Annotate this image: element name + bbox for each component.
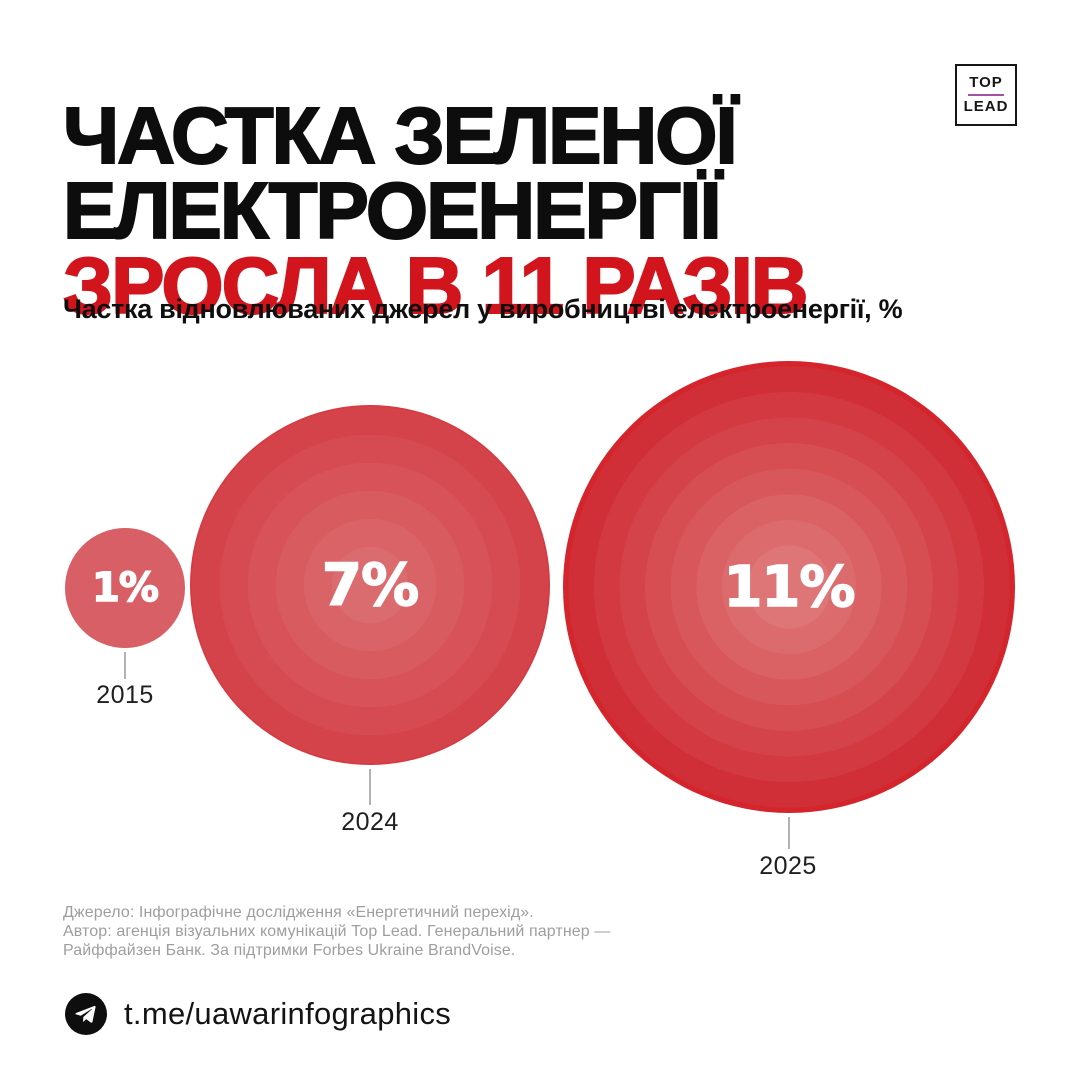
top-lead-logo: TOP LEAD	[955, 64, 1017, 126]
year-label-2024: 2024	[341, 808, 399, 836]
logo-word-lead: LEAD	[963, 98, 1009, 115]
chart-subtitle: Частка відновлюваних джерел у виробництв…	[63, 294, 903, 324]
logo-word-top: TOP	[969, 74, 1003, 91]
title-line-2: ЕЛЕКТРОЕНЕРГІЇ	[62, 165, 723, 255]
bubble-2025: 11%	[563, 361, 1015, 813]
bubble-2024: 7%	[190, 405, 550, 765]
bubble-2015: 1%	[65, 528, 185, 648]
telegram-handle-text: t.me/uawarinfographics	[124, 996, 452, 1031]
year-label-2025: 2025	[759, 852, 817, 880]
title-line-3-highlight: ЗРОСЛА В 11 РАЗІВ	[62, 240, 810, 330]
bubble-2025-value-label: 11%	[723, 554, 857, 621]
source-line-3: Райффайзен Банк. За підтримки Forbes Ukr…	[63, 942, 516, 959]
source-credits: Джерело: Інфографічне дослідження «Енерг…	[63, 903, 610, 960]
leader-line-2015	[124, 652, 126, 679]
bubble-2024-value-label: 7%	[321, 550, 420, 620]
leader-line-2024	[369, 769, 371, 805]
title-line-1: ЧАСТКА ЗЕЛЕНОЇ	[62, 90, 739, 180]
page-title: ЧАСТКА ЗЕЛЕНОЇ ЕЛЕКТРОЕНЕРГІЇ ЗРОСЛА В 1…	[62, 90, 810, 330]
telegram-icon	[65, 993, 107, 1035]
leader-line-2025	[788, 817, 790, 849]
bubble-2015-value-label: 1%	[91, 564, 159, 612]
telegram-link[interactable]: t.me/uawarinfographics	[65, 993, 451, 1035]
source-line-1: Джерело: Інфографічне дослідження «Енерг…	[63, 904, 534, 921]
logo-divider-line	[968, 94, 1004, 96]
year-label-2015: 2015	[96, 681, 154, 709]
source-line-2: Автор: агенція візуальних комунікацій To…	[63, 923, 611, 940]
